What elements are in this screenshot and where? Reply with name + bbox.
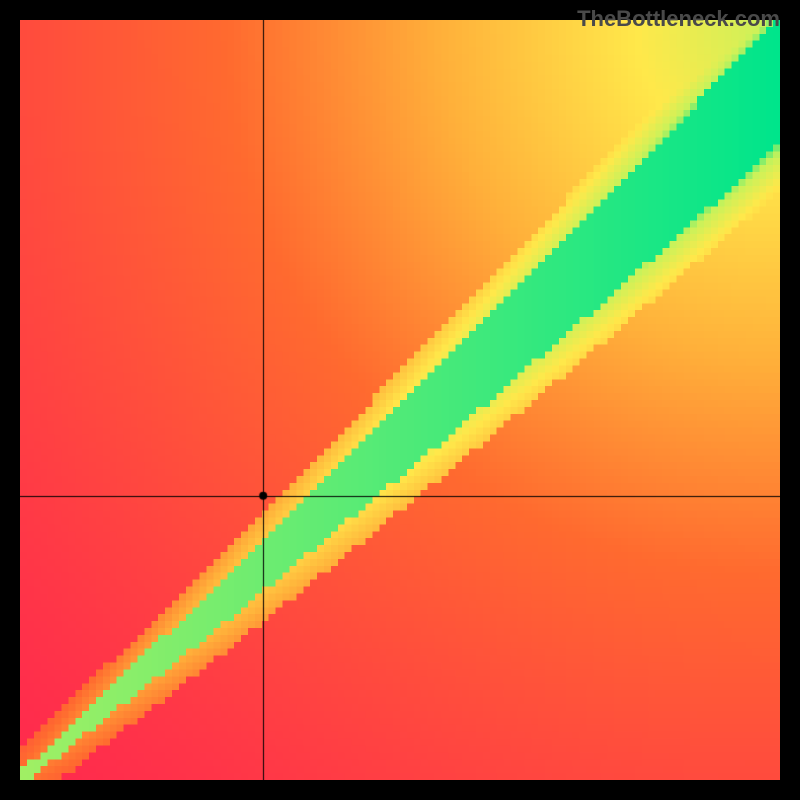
crosshair-overlay: [20, 20, 780, 780]
chart-container: TheBottleneck.com: [0, 0, 800, 800]
